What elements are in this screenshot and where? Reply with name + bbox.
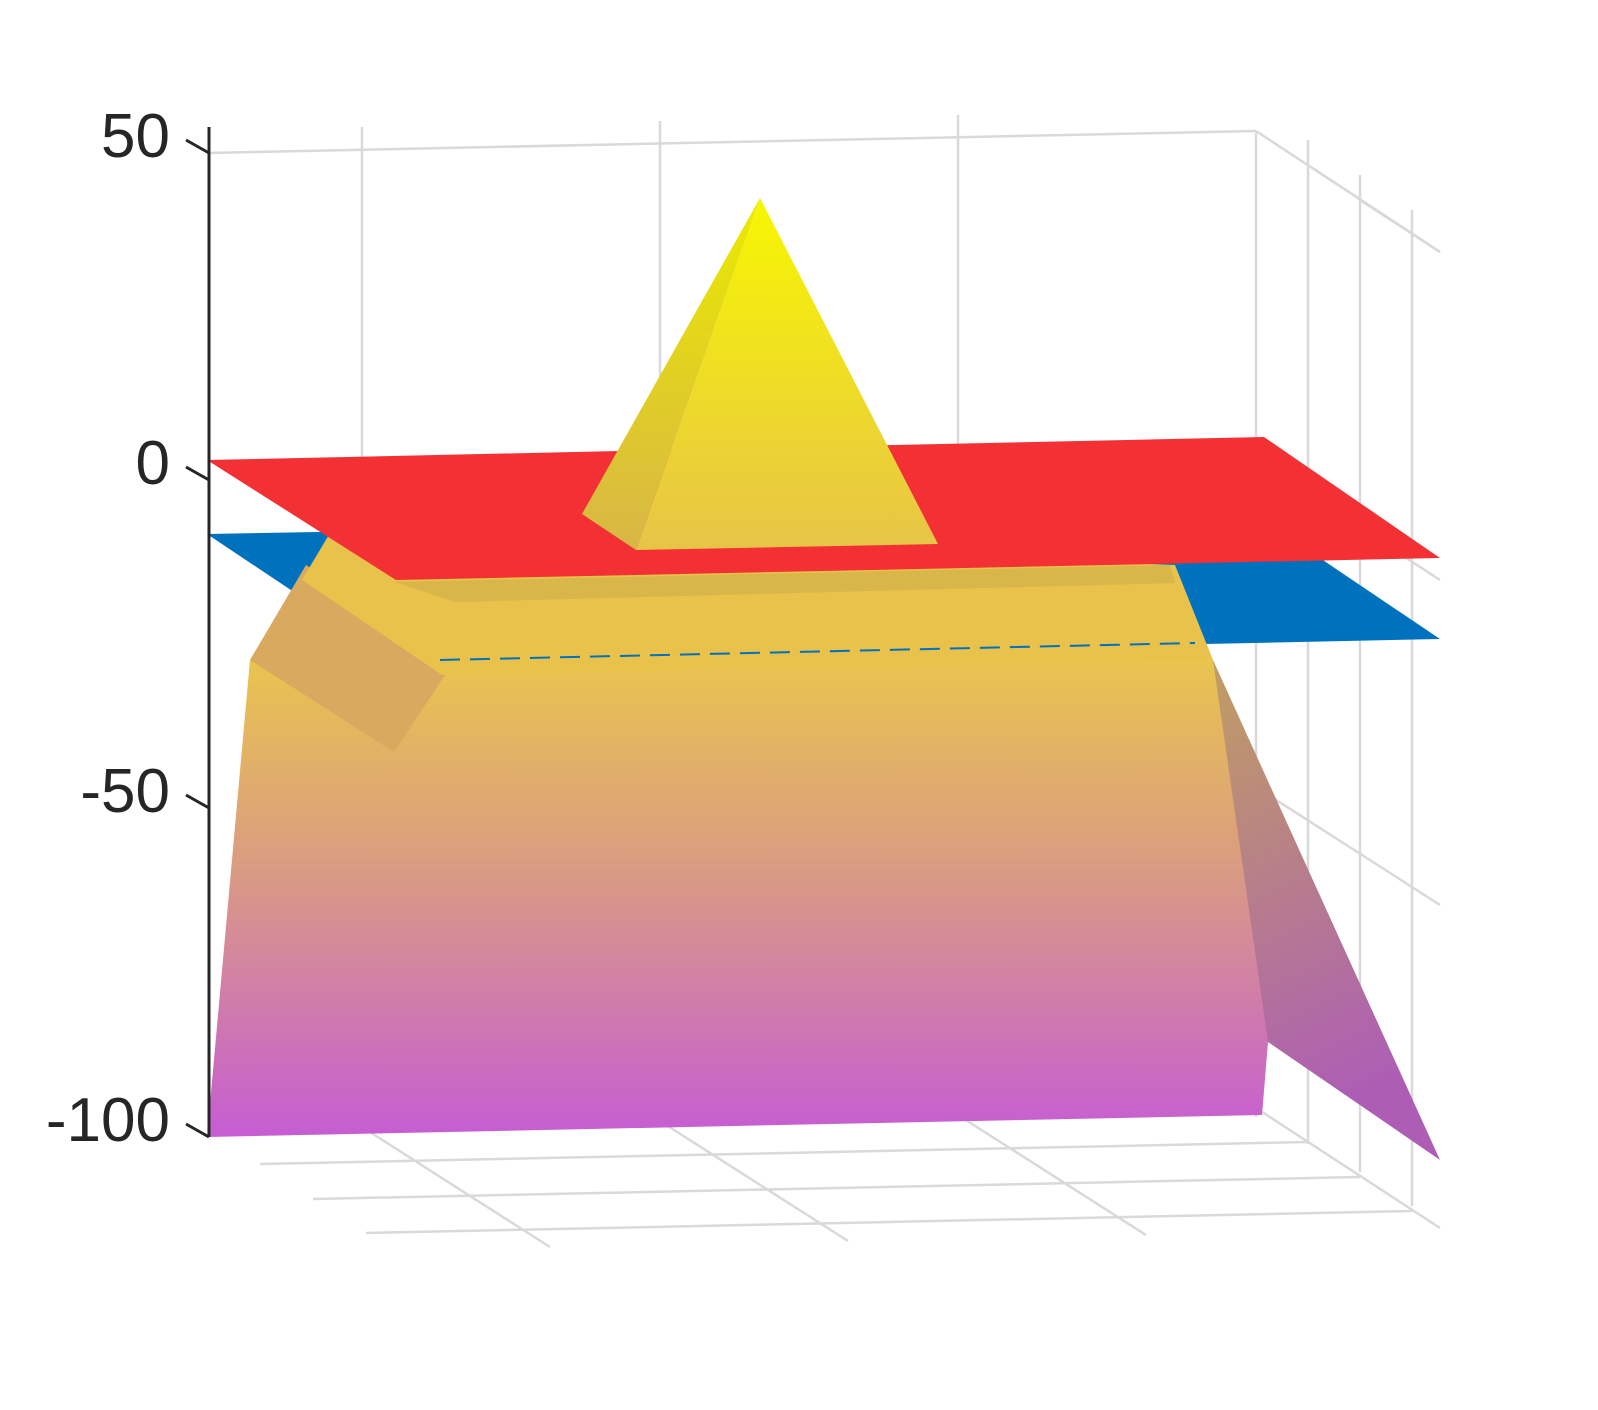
grid-line <box>957 1113 1147 1237</box>
peak-left-face <box>582 198 760 550</box>
z-tick <box>185 138 210 155</box>
grid-line <box>206 129 1257 155</box>
grid-line <box>659 1119 849 1243</box>
z-axis: 50 0 -50 -100 <box>46 102 211 1155</box>
grid-line <box>365 1209 1413 1235</box>
terrain-front-face <box>207 660 1268 1137</box>
terrain-plateau-top <box>395 565 1175 602</box>
grid-line <box>259 1140 1309 1166</box>
grid-line <box>1359 198 1441 254</box>
z-tick-label: 50 <box>101 102 170 171</box>
z-tick <box>185 1122 210 1139</box>
z-tick-label: 0 <box>136 429 170 498</box>
grid-line <box>361 1125 551 1249</box>
z-tick <box>185 465 210 482</box>
z-tick-label: -100 <box>46 1086 170 1155</box>
peak-front-face <box>636 198 938 550</box>
z-tick-label: -50 <box>80 757 170 826</box>
grid-line <box>1255 785 1441 907</box>
grid-line <box>1255 1106 1441 1230</box>
plane-intersection-line <box>439 642 1196 661</box>
z-tick <box>185 793 210 810</box>
grid-line <box>312 1175 1361 1201</box>
terrain-left-bevel <box>250 565 455 752</box>
